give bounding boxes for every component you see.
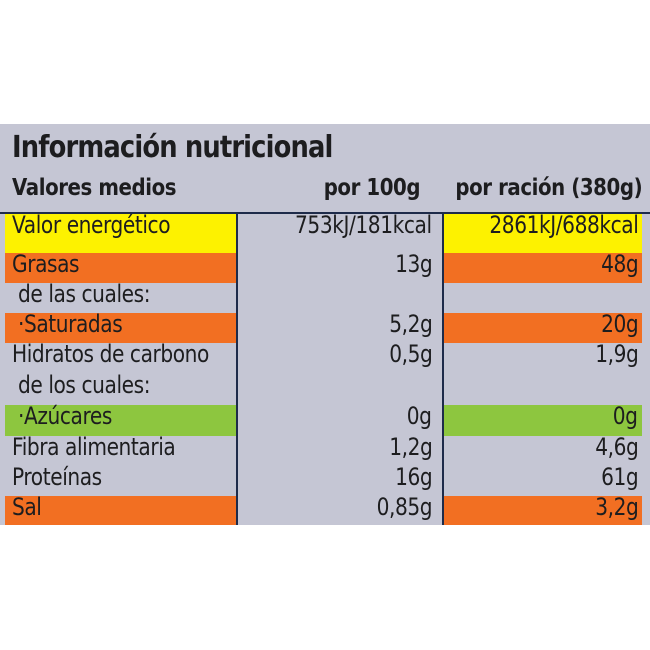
- value-per-serving: 0g: [613, 402, 638, 430]
- value-per-100g: 0g: [407, 402, 432, 430]
- table-row: ·Saturadas 5,2g 20g: [0, 310, 650, 343]
- row-highlight-label: [5, 214, 236, 253]
- value-per-100g: 1,2g: [388, 433, 433, 461]
- page-title: Información nutricional: [12, 130, 333, 165]
- table-row: Grasas 13g 48g: [0, 250, 650, 283]
- value-per-serving: 4,6g: [594, 433, 639, 461]
- row-highlight-label: [5, 496, 236, 525]
- value-per-serving: 20g: [600, 310, 639, 338]
- value-per-100g: 0,5g: [388, 340, 433, 368]
- row-highlight-label: [5, 313, 236, 343]
- nutrient-label: Grasas: [12, 250, 80, 278]
- value-per-serving: 3,2g: [594, 493, 639, 521]
- nutrient-label: ·Saturadas: [12, 310, 123, 338]
- row-highlight-label: [5, 253, 236, 283]
- nutrient-label: Proteínas: [12, 463, 102, 491]
- header-per-100g: por 100g: [323, 175, 421, 201]
- header-per-serving: por ración (380g): [455, 175, 642, 201]
- row-highlight-serving: [444, 214, 642, 253]
- nutrient-label: Sal: [12, 493, 42, 521]
- row-highlight-serving: [444, 496, 642, 525]
- value-per-100g: 13g: [394, 250, 433, 278]
- value-per-serving: 48g: [600, 250, 639, 278]
- row-highlight-serving: [444, 253, 642, 283]
- table-row: Valor energético 753kJ/181kcal 2861kJ/688k…: [0, 211, 650, 253]
- table-row: ·Azúcares 0g 0g: [0, 402, 650, 436]
- column-divider-1: [236, 212, 238, 525]
- value-per-100g: 0,85g: [376, 493, 432, 521]
- nutrient-label: de las cuales:: [12, 280, 151, 308]
- header-divider: [0, 212, 650, 214]
- value-per-serving: 61g: [600, 463, 639, 491]
- nutrient-label: ·Azúcares: [12, 402, 112, 430]
- table-row: Sal 0,85g 3,2g: [0, 493, 650, 525]
- table-row: Proteínas 16g 61g: [0, 463, 650, 496]
- row-highlight-serving: [444, 405, 642, 436]
- nutrient-label: Hidratos de carbono: [12, 340, 209, 368]
- table-row: de los cuales:: [0, 371, 650, 405]
- value-per-100g: 753kJ/181kcal: [295, 211, 432, 239]
- table-row: Fibra alimentaria 1,2g 4,6g: [0, 433, 650, 466]
- nutrient-label: Valor energético: [12, 211, 171, 239]
- value-per-100g: 5,2g: [388, 310, 433, 338]
- table-row: Hidratos de carbono 0,5g 1,9g: [0, 340, 650, 374]
- column-divider-2: [442, 212, 444, 525]
- nutrient-label: de los cuales:: [12, 371, 151, 399]
- header-label: Valores medios: [12, 175, 177, 201]
- value-per-serving: 1,9g: [594, 340, 639, 368]
- table-row: de las cuales:: [0, 280, 650, 313]
- row-highlight-serving: [444, 313, 642, 343]
- value-per-serving: 2861kJ/688kcal: [488, 211, 638, 239]
- value-per-100g: 16g: [394, 463, 433, 491]
- row-highlight-label: [5, 405, 236, 436]
- nutrient-label: Fibra alimentaria: [12, 433, 176, 461]
